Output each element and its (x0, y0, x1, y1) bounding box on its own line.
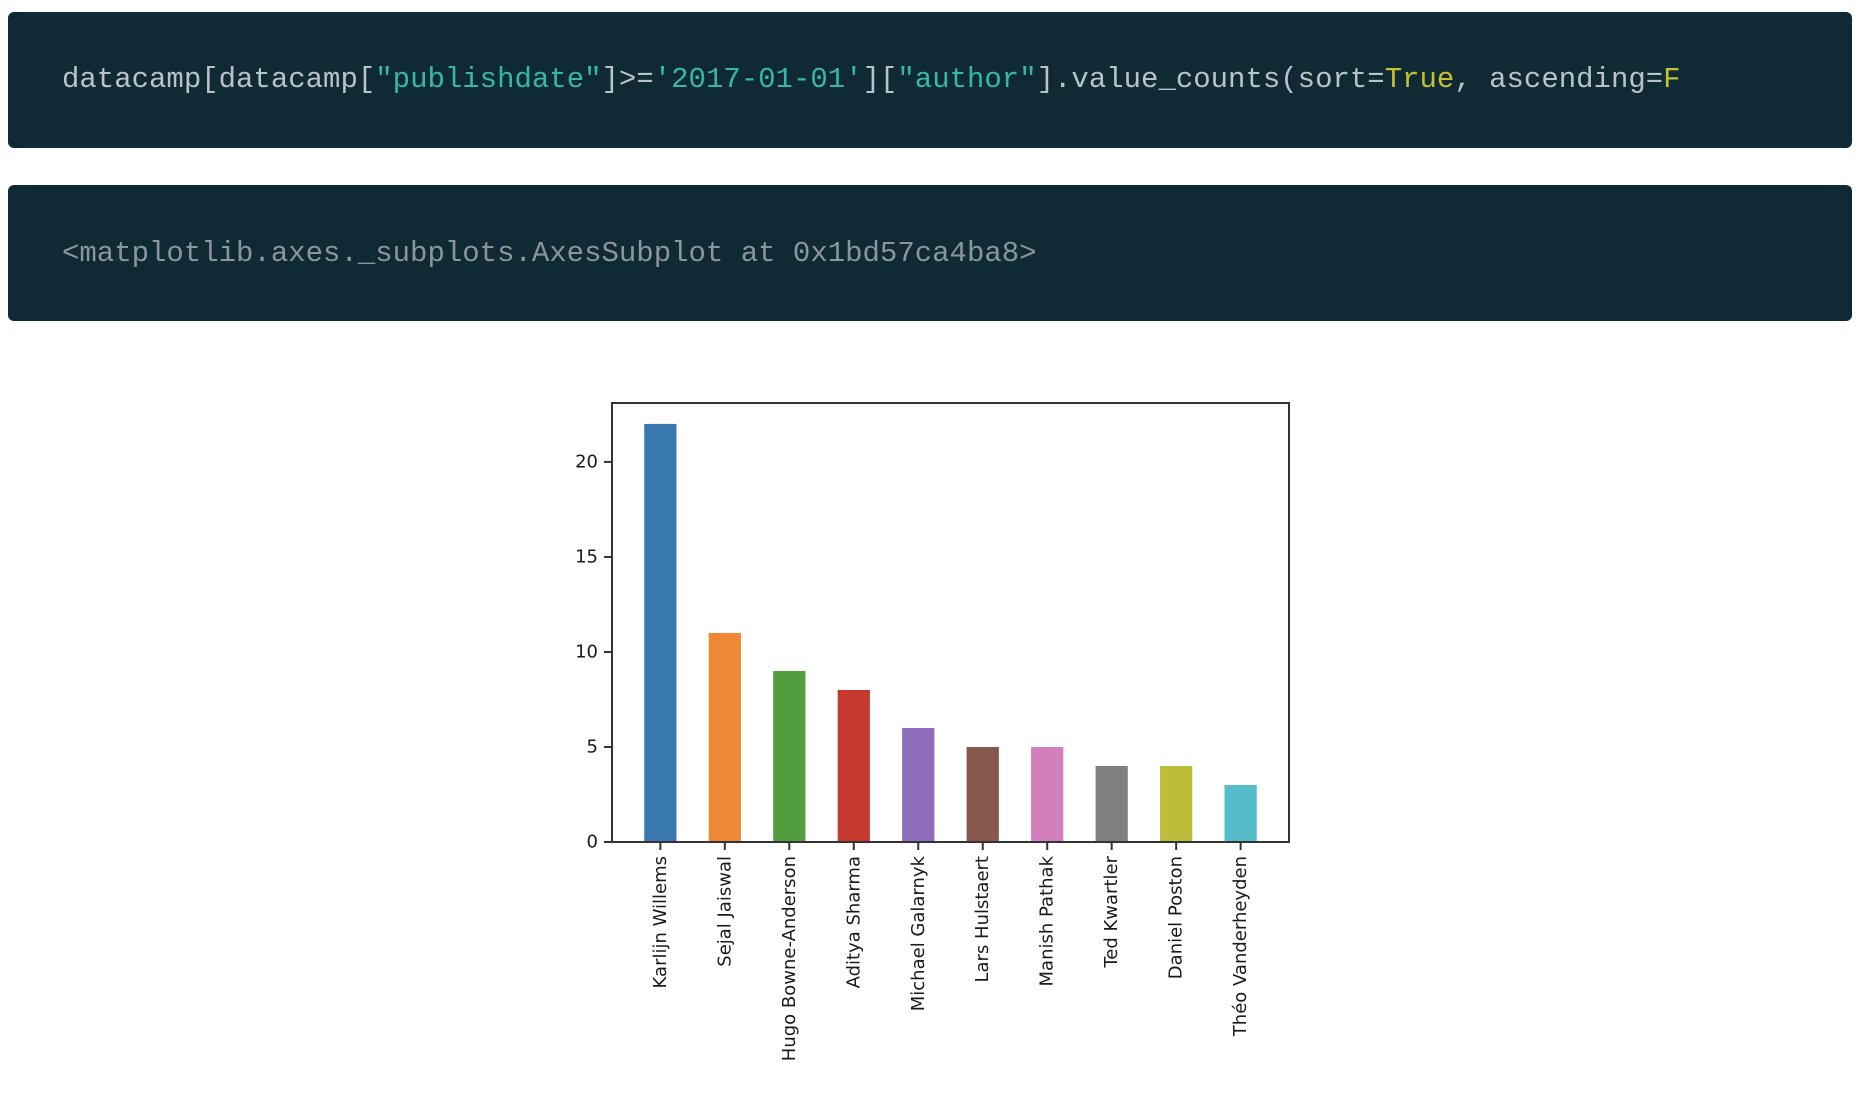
code-output-cell: <matplotlib.axes._subplots.AxesSubplot a… (8, 185, 1852, 321)
code-token: "publishdate" (375, 63, 602, 96)
code-token: ].value_counts(sort= (1036, 63, 1385, 96)
x-tick-label-4: Michael Galarnyk (908, 855, 929, 1011)
code-token: ]>= (601, 63, 654, 96)
x-tick-label-1: Sejal Jaiswal (714, 856, 735, 967)
bar-0 (644, 423, 677, 842)
x-tick-label-9: Théo Vanderheyden (1230, 856, 1251, 1037)
x-tick-label-0: Karlijn Willems (650, 856, 671, 988)
bar-1 (708, 632, 741, 842)
y-tick-label-1: 5 (587, 736, 598, 757)
code-token: "author" (897, 63, 1037, 96)
y-tick-label-2: 10 (575, 641, 598, 662)
bar-8 (1160, 765, 1193, 842)
bar-7 (1095, 765, 1128, 842)
x-tick-label-3: Aditya Sharma (843, 856, 864, 988)
output-text: <matplotlib.axes._subplots.AxesSubplot a… (62, 237, 1037, 270)
bars-group (644, 423, 1257, 842)
y-tick-label-4: 20 (575, 451, 598, 472)
bar-3 (837, 689, 870, 842)
code-token: '2017-01-01' (653, 63, 863, 96)
code-token: , ascending= (1454, 63, 1664, 96)
y-axis: 0 5 10 15 20 (575, 451, 612, 853)
code-input-cell[interactable]: datacamp[datacamp["publishdate"]>='2017-… (8, 12, 1852, 148)
x-tick-label-6: Manish Pathak (1037, 855, 1058, 986)
bar-2 (773, 670, 806, 842)
x-tick-label-2: Hugo Bowne-Anderson (779, 856, 800, 1061)
y-tick-label-0: 0 (587, 832, 598, 853)
bar-9 (1224, 784, 1257, 842)
x-tick-label-8: Daniel Poston (1166, 856, 1187, 979)
y-tick-label-3: 15 (575, 546, 598, 567)
x-axis: Karlijn Willems Sejal Jaiswal Hugo Bowne-A… (650, 842, 1251, 1061)
x-tick-label-5: Lars Hulstaert (972, 856, 993, 983)
x-tick-label-7: Ted Kwartler (1101, 855, 1122, 968)
bar-4 (902, 727, 935, 842)
code-token: F (1663, 63, 1681, 96)
code-token: True (1384, 63, 1455, 96)
code-token: ][ (862, 63, 898, 96)
bar-6 (1031, 746, 1064, 842)
bar-5 (966, 746, 999, 842)
axes-frame (611, 402, 1290, 843)
code-token: datacamp[datacamp[ (62, 63, 376, 96)
